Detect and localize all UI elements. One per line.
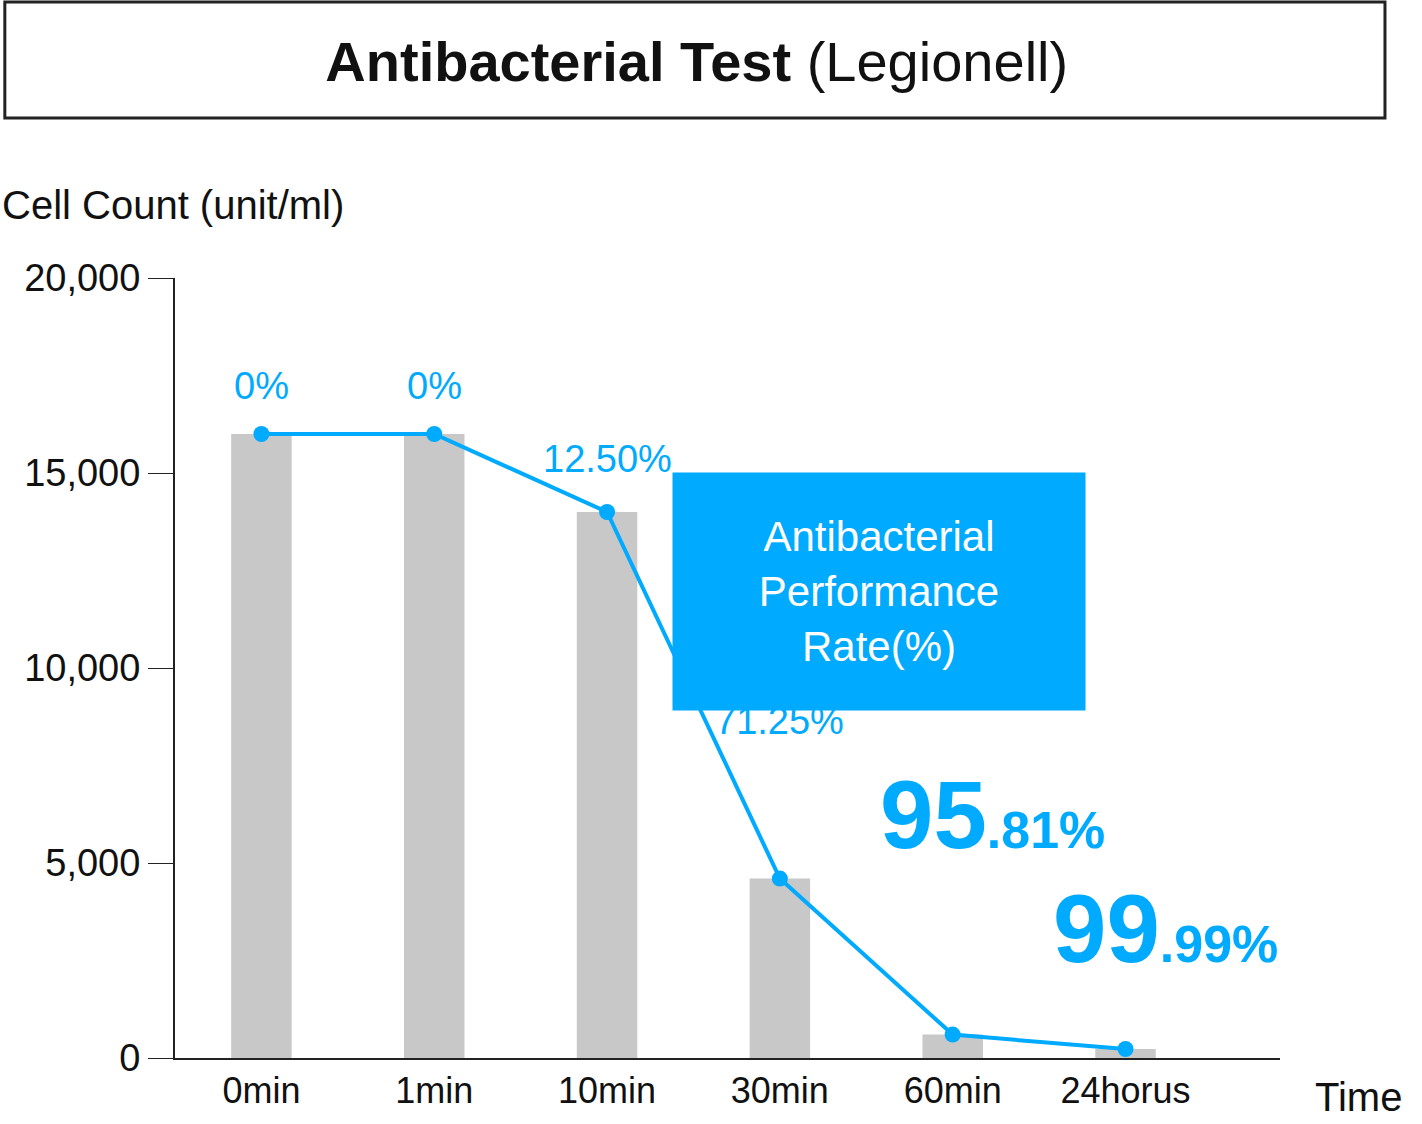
- svg-text:1min: 1min: [395, 1070, 473, 1111]
- svg-text:60min: 60min: [904, 1070, 1002, 1111]
- svg-text:0min: 0min: [222, 1070, 300, 1111]
- svg-text:71.25%: 71.25%: [715, 700, 844, 742]
- svg-text:0%: 0%: [234, 365, 289, 407]
- svg-text:20,000: 20,000: [24, 257, 140, 299]
- svg-text:10min: 10min: [558, 1070, 656, 1111]
- svg-text:24horus: 24horus: [1060, 1070, 1190, 1111]
- svg-text:15,000: 15,000: [24, 452, 140, 494]
- svg-text:Cell Count (unit/ml): Cell Count (unit/ml): [2, 183, 344, 227]
- svg-text:12.50%: 12.50%: [543, 438, 672, 480]
- svg-text:Time: Time: [1315, 1075, 1402, 1119]
- svg-text:0%: 0%: [407, 365, 462, 407]
- svg-text:5,000: 5,000: [45, 842, 140, 884]
- svg-text:AntibacterialPerformanceRate(%: AntibacterialPerformanceRate(%): [759, 513, 999, 669]
- svg-text:30min: 30min: [731, 1070, 829, 1111]
- svg-text:99.99%: 99.99%: [1053, 875, 1278, 982]
- svg-text:95.81%: 95.81%: [880, 761, 1105, 868]
- svg-text:Antibacterial Test (Legionell): Antibacterial Test (Legionell): [325, 30, 1068, 93]
- svg-text:0: 0: [119, 1037, 140, 1079]
- svg-text:10,000: 10,000: [24, 647, 140, 689]
